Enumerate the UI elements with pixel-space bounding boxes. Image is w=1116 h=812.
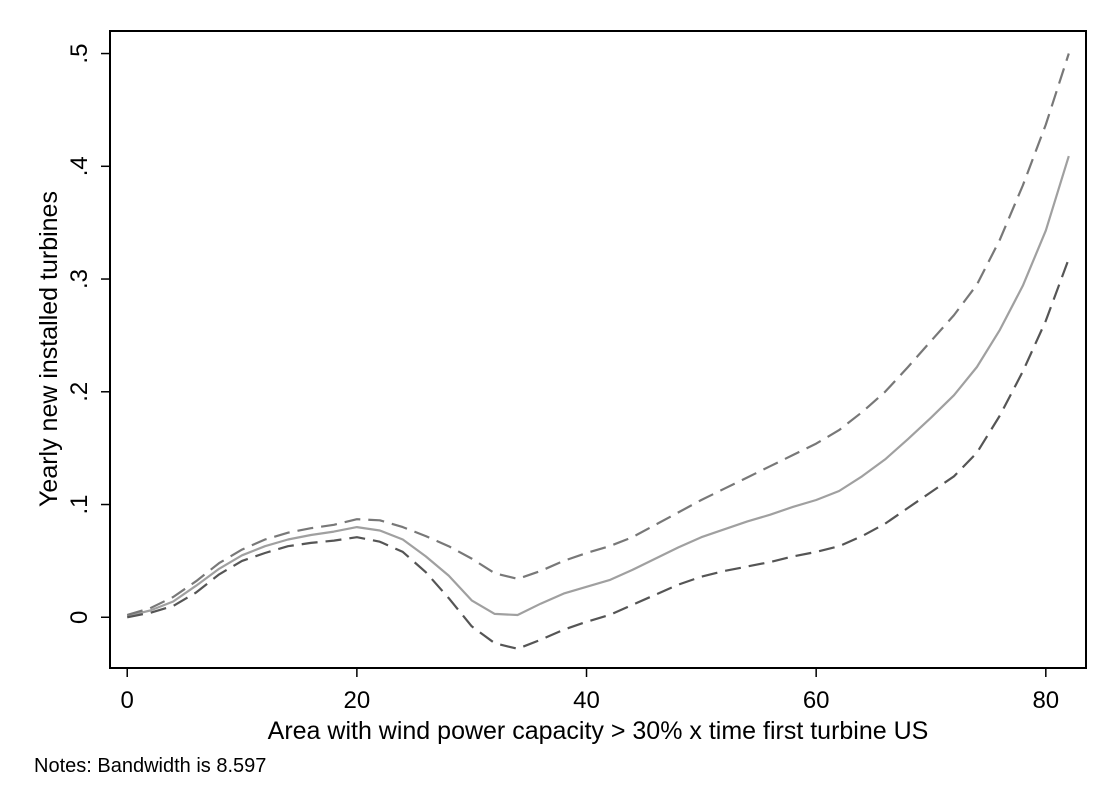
plot-frame (109, 30, 1087, 669)
x-tick-label: 0 (121, 687, 134, 714)
x-tick-label: 20 (344, 687, 371, 714)
y-tick-label: 0 (66, 611, 93, 624)
y-tick-label: .1 (66, 495, 93, 515)
chart-notes: Notes: Bandwidth is 8.597 (34, 755, 267, 777)
series-line-lower-ci (126, 258, 1070, 650)
x-tick-label: 60 (803, 687, 830, 714)
series-line-estimate (126, 155, 1070, 618)
y-tick-label: .5 (66, 44, 93, 64)
y-tick-label: .2 (66, 382, 93, 402)
series-line-upper-ci (126, 53, 1070, 617)
y-tick-label: .4 (66, 156, 93, 176)
x-tick-label: 80 (1032, 687, 1059, 714)
y-tick-label: .3 (66, 269, 93, 289)
x-axis-title: Area with wind power capacity > 30% x ti… (268, 717, 929, 745)
y-axis-title: Yearly new installed turbines (35, 191, 63, 507)
y-axis: 0 .1 .2 .3 .4 .5 (66, 44, 110, 624)
x-axis: 0 20 40 60 80 (121, 668, 1059, 714)
series-layer (126, 53, 1070, 650)
x-tick-label: 40 (573, 687, 600, 714)
